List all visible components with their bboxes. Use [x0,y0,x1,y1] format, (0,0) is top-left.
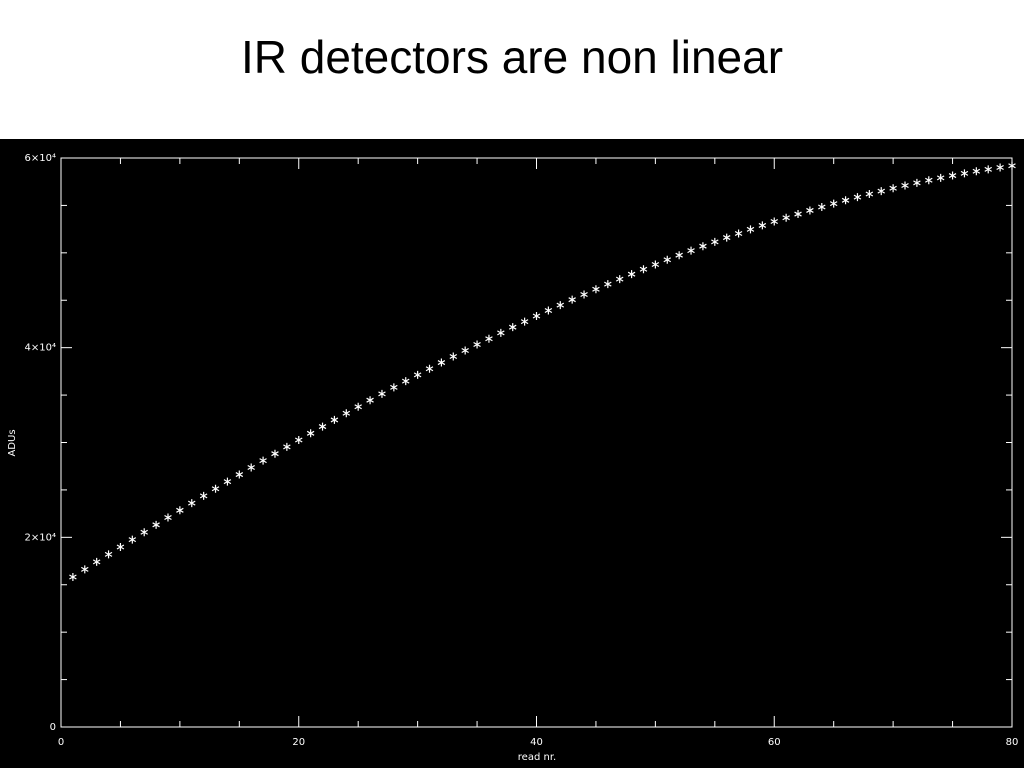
data-point [152,520,160,529]
data-point [746,225,755,234]
data-point [294,436,303,445]
data-point [520,317,529,326]
data-point [901,181,909,190]
data-point [841,196,850,205]
data-point [829,199,838,208]
data-point [984,165,992,174]
data-point [354,402,362,411]
x-tick-label: 0 [58,737,64,748]
data-point [342,409,351,418]
data-point [806,206,814,215]
data-point [390,383,398,392]
data-point [960,169,969,178]
data-point [627,270,636,279]
data-point [116,543,125,552]
data-point [330,415,339,424]
plot-background [0,139,1024,768]
data-point [948,171,957,180]
data-point [663,255,672,264]
data-point [318,422,327,431]
data-point [128,535,137,544]
y-tick-label: 6×10⁴ [25,153,56,164]
data-point [176,506,184,515]
data-point [283,442,291,451]
data-point [925,176,933,185]
x-tick-label: 20 [292,737,305,748]
data-point [449,352,458,361]
data-point [532,311,541,320]
data-point [615,275,624,284]
x-tick-label: 60 [768,737,781,748]
data-point [473,340,481,349]
data-point [187,499,196,508]
data-point [972,167,981,176]
data-point [877,187,886,196]
x-axis-label: read nr. [518,752,556,763]
y-axis-label: ADUs [7,429,18,456]
data-point [580,290,588,299]
data-point [734,229,743,238]
data-point [437,358,446,367]
slide-title: IR detectors are non linear [240,31,784,83]
data-point [651,260,660,269]
data-point [556,301,565,310]
data-point [81,565,89,574]
data-point [497,328,505,337]
y-tick-label: 2×10⁴ [25,532,56,543]
data-point [508,323,517,332]
data-point [818,203,826,212]
data-point [568,295,576,304]
data-point [461,346,469,355]
data-point [770,217,779,226]
data-point [247,463,255,472]
data-point [687,246,695,255]
data-point [794,210,802,219]
data-point [639,265,648,274]
data-point [996,163,1004,172]
data-point [889,184,897,193]
data-point [913,178,921,187]
data-point [675,251,683,260]
y-tick-label: 0 [50,722,56,733]
data-point [592,285,600,294]
data-point [413,370,422,379]
data-point [164,513,172,522]
data-point [722,233,731,242]
y-tick-label: 4×10⁴ [25,343,56,354]
data-point [211,484,220,493]
data-point [485,334,493,343]
data-point [366,396,374,405]
data-point [140,528,148,537]
data-point [306,429,315,438]
data-point [223,477,232,486]
data-point [758,221,767,230]
data-point [259,456,267,465]
data-point [544,306,553,315]
data-point [199,491,208,500]
data-point [1008,161,1016,170]
data-point [711,237,719,246]
data-point [936,173,945,182]
data-point [104,550,113,559]
data-point [378,389,386,398]
data-point [401,377,410,386]
data-point [425,364,434,373]
data-point [865,190,874,199]
data-point [604,280,612,289]
data-point [782,213,790,222]
data-point [92,557,101,566]
x-tick-label: 80 [1006,737,1019,748]
x-tick-label: 40 [530,737,543,748]
data-point [699,242,707,251]
data-point [853,193,862,202]
data-point [235,470,244,479]
data-point [69,572,77,581]
data-point [271,449,279,458]
